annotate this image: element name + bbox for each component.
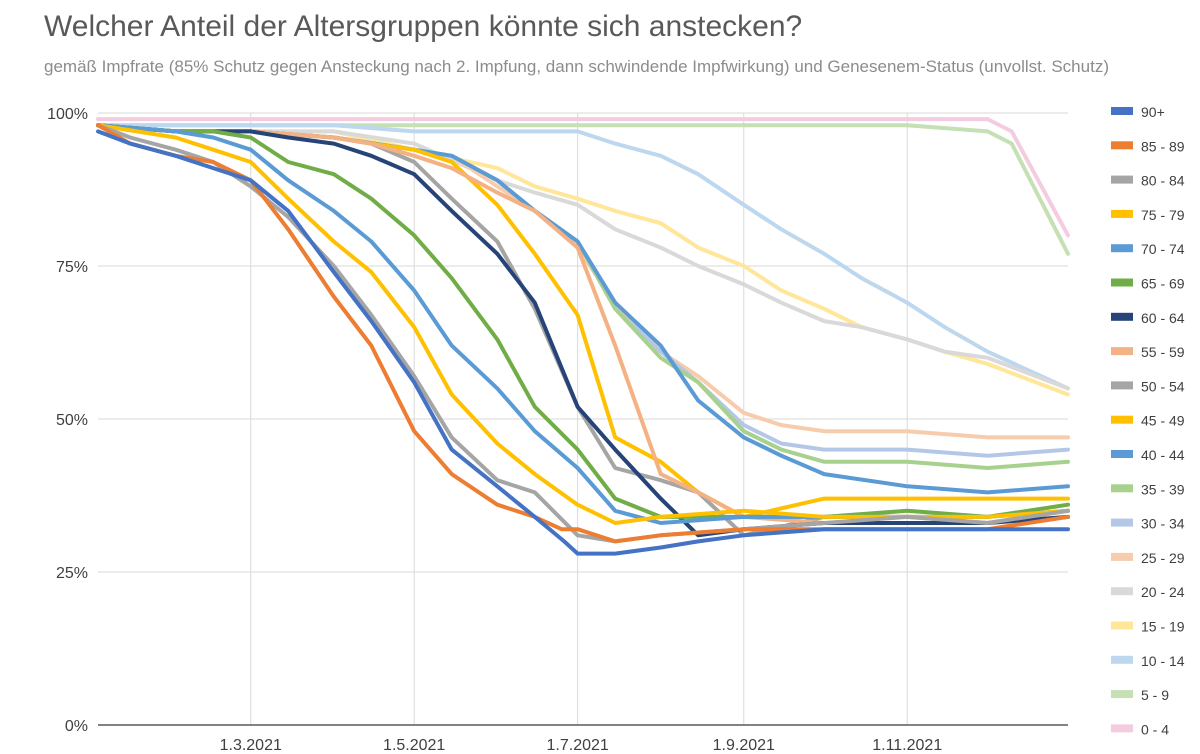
- legend-swatch: [1111, 415, 1133, 424]
- legend-label: 10 - 14: [1141, 653, 1185, 669]
- legend-label: 15 - 19: [1141, 619, 1185, 635]
- y-tick-label: 0%: [65, 718, 88, 735]
- legend-swatch: [1111, 655, 1133, 664]
- series-line-5-9: [96, 123, 1070, 256]
- legend-swatch: [1111, 107, 1133, 115]
- series-line-20-24: [96, 123, 1070, 391]
- x-tick-label: 1.9.2021: [713, 737, 775, 754]
- chart-title: Welcher Anteil der Altersgruppen könnte …: [44, 10, 803, 43]
- legend-swatch: [1111, 347, 1133, 356]
- legend-swatch: [1111, 587, 1133, 596]
- legend-swatch: [1111, 141, 1133, 150]
- legend-swatch: [1111, 381, 1133, 390]
- series-lines: [96, 117, 1070, 556]
- legend-label: 50 - 54: [1141, 378, 1185, 394]
- series-line-10-14: [96, 123, 1070, 391]
- legend-label: 40 - 44: [1141, 447, 1185, 463]
- series-line-90+: [96, 129, 1070, 556]
- y-tick-label: 75%: [56, 259, 88, 276]
- legend-label: 85 - 89: [1141, 138, 1185, 154]
- legend-label: 0 - 4: [1141, 721, 1169, 737]
- legend-label: 70 - 74: [1141, 241, 1185, 257]
- legend-label: 35 - 39: [1141, 481, 1185, 497]
- legend-swatch: [1111, 621, 1133, 630]
- legend-swatch: [1111, 175, 1133, 184]
- legend-swatch: [1111, 312, 1133, 321]
- legend-label: 25 - 29: [1141, 550, 1185, 566]
- y-axis-ticks: 0% 25% 50% 75% 100%: [47, 106, 88, 735]
- series-line-25-29: [96, 123, 1070, 440]
- legend-swatch: [1111, 278, 1133, 287]
- x-tick-label: 1.7.2021: [547, 737, 609, 754]
- legend-swatch: [1111, 518, 1133, 527]
- x-axis-ticks: 1.3.2021 1.5.2021 1.7.2021 1.9.2021 1.11.202…: [220, 737, 943, 754]
- legend-swatch: [1111, 209, 1133, 218]
- legend-label: 75 - 79: [1141, 207, 1185, 223]
- legend-swatch: [1111, 724, 1133, 733]
- legend-swatch: [1111, 450, 1133, 458]
- x-tick-label: 1.11.2021: [872, 737, 942, 754]
- legend-label: 45 - 49: [1141, 413, 1185, 429]
- x-tick-label: 1.5.2021: [383, 737, 445, 754]
- legend-label: 5 - 9: [1141, 687, 1169, 703]
- legend-swatch: [1111, 244, 1133, 253]
- legend-label: 90+: [1141, 104, 1165, 120]
- series-line-0-4: [96, 117, 1070, 238]
- series-line-85-89: [96, 123, 1070, 544]
- series-line-75-79: [96, 123, 1070, 525]
- legend-swatch: [1111, 484, 1133, 493]
- y-tick-label: 25%: [56, 565, 88, 582]
- legend: 90+ 85 - 89 80 - 84 75 - 79 70 - 74 65 - 69 60…: [1111, 104, 1185, 737]
- y-tick-label: 50%: [56, 412, 88, 429]
- chart-subtitle: gemäß Impfrate (85% Schutz gegen Ansteck…: [44, 57, 1109, 76]
- legend-label: 80 - 84: [1141, 173, 1185, 189]
- legend-label: 20 - 24: [1141, 584, 1185, 600]
- legend-swatch: [1111, 552, 1133, 561]
- gridlines: [98, 112, 1068, 726]
- x-tick-label: 1.3.2021: [220, 737, 282, 754]
- legend-label: 55 - 59: [1141, 344, 1185, 360]
- legend-label: 60 - 64: [1141, 310, 1185, 326]
- legend-label: 30 - 34: [1141, 516, 1185, 532]
- y-tick-label: 100%: [47, 106, 88, 123]
- legend-swatch: [1111, 690, 1133, 699]
- legend-label: 65 - 69: [1141, 276, 1185, 292]
